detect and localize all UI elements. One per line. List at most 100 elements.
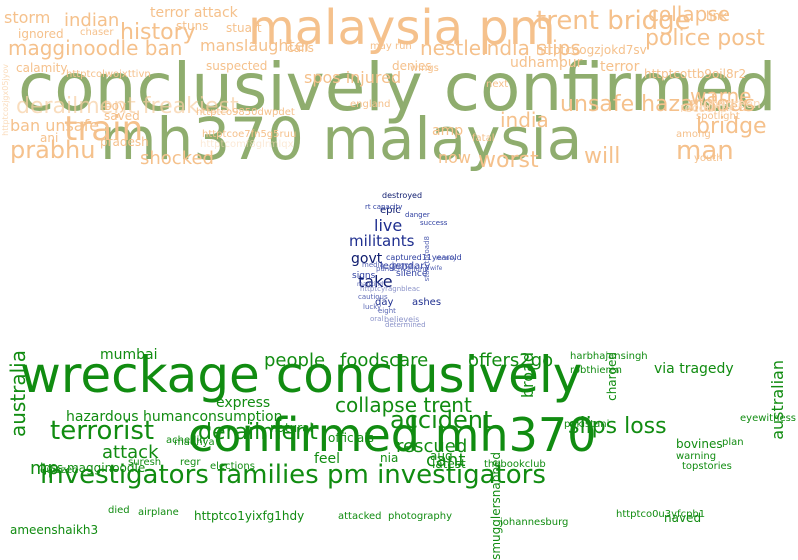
cloud-word: httptcomf8glrmlqx [200, 139, 294, 150]
cloud-word: httptco0u3yfcpb1 [616, 509, 706, 520]
cloud-word: malaysia pm [248, 0, 556, 56]
cloud-word: militants [349, 232, 415, 250]
cloud-word: ashes [412, 297, 442, 308]
cloud-word: storm [4, 8, 51, 27]
cloud-word: mumbai [100, 347, 158, 363]
cloud-word: media [362, 261, 384, 269]
cloud-word: bundled [690, 99, 747, 115]
cloud-word: regr [180, 457, 201, 468]
cloud-word: boy [104, 99, 127, 113]
cloud-word: httptcolwojxttivn [66, 69, 151, 80]
cloud-word: fatal [472, 133, 495, 144]
cloud-word: httptcoogzjokd7sv [536, 43, 647, 57]
cloud-word: httptco9850dwpdet [196, 107, 295, 118]
cloud-word: madhya [174, 437, 215, 448]
cloud-word: warne [690, 84, 752, 108]
cloud-word: pradesh [100, 135, 149, 149]
cloud-word: signs [352, 271, 376, 281]
cloud-word: worst [478, 148, 539, 173]
cloud-word: buses [392, 261, 413, 269]
cloud-word: died [108, 505, 130, 516]
cloud-word: suspected [206, 59, 268, 73]
cloud-word: india [500, 108, 549, 132]
cloud-word: quizzed [40, 465, 79, 476]
cloud-word: silence [396, 269, 428, 279]
cloud-word: slips loss [568, 414, 667, 439]
cloud-word: attack [102, 442, 159, 463]
cloud-word: believeis [384, 315, 420, 324]
cloud-word: ameenshaikh3 [10, 523, 99, 537]
cloud-word: attacked [338, 511, 382, 522]
cloud-word: naved [664, 511, 702, 525]
cloud-word: money [436, 255, 457, 262]
cloud-word: may run [370, 41, 412, 52]
cloud-word: investigators families pm investigators [40, 460, 546, 490]
cloud-word: hazardous humanconsumption [66, 409, 283, 425]
cloud-word: officials [328, 431, 374, 445]
cloud-word: terror [600, 59, 640, 75]
cloud-word: captured11yearold [386, 253, 462, 262]
cloud-word: terror attack [150, 5, 238, 21]
cloud-word: calamity [16, 61, 68, 75]
cloud-word: nestleindia slips [420, 36, 581, 60]
cloud-word: stuns [176, 19, 209, 33]
cloud-word: mp [30, 458, 59, 479]
cloud-word: prabhu [10, 136, 96, 164]
cloud-word: harbhajansingh [570, 351, 648, 362]
cloud-word: offers2go [468, 350, 554, 371]
cloud-word: httptcottb9oil8r2 [644, 67, 747, 81]
cloud-word: train [64, 109, 144, 149]
word-cloud-top: malaysia pm conclusively confirmed mh370 m… [0, 0, 798, 190]
cloud-word: england [350, 99, 391, 110]
cloud-word: mankind [357, 281, 384, 288]
cloud-word: people [264, 350, 326, 371]
cloud-word: httptcozjgx05jyov [1, 64, 10, 136]
cloud-word: httptcyragnbleac [360, 285, 420, 293]
cloud-word: spotlight [696, 111, 740, 122]
cloud-word: eyewitness [740, 413, 797, 424]
cloud-word: pandemonium [376, 265, 427, 273]
cloud-word: epic [380, 205, 401, 216]
cloud-word: httptco1yixfg1hdy [194, 509, 305, 523]
cloud-word: among [676, 129, 711, 140]
cloud-word: cant [426, 450, 466, 471]
cloud-word: lucky [363, 303, 382, 311]
cloud-word: wings [410, 63, 439, 74]
cloud-word: airplane [138, 507, 179, 518]
cloud-word: foodscare [340, 350, 429, 371]
cloud-word: live [374, 216, 403, 235]
cloud-word: oral [370, 315, 384, 323]
cloud-word: latest [432, 457, 466, 471]
cloud-word: calls [287, 41, 314, 55]
cloud-word: magginoodle ban [8, 36, 183, 60]
cloud-word: httptcoe7fn5g5ruu [202, 129, 297, 140]
cloud-word: legendary [380, 261, 431, 272]
cloud-word: natural [270, 421, 313, 435]
cloud-word: topstories [682, 461, 732, 472]
cloud-word: pakistani [564, 419, 610, 430]
cloud-word: recount [680, 101, 726, 115]
cloud-word: suresh [128, 457, 162, 468]
cloud-word: collapse [648, 2, 731, 26]
cloud-word: spos injured [304, 68, 402, 87]
cloud-word: rt capacity [365, 203, 403, 211]
cloud-word: australian [768, 360, 787, 440]
cloud-word: shocked [140, 148, 214, 169]
cloud-word: will [584, 144, 621, 169]
cloud-word: chaser [80, 27, 114, 38]
cloud-word: plan [722, 437, 744, 448]
cloud-word: ban unsafe [10, 116, 100, 135]
cloud-word: success [420, 219, 448, 227]
cloud-word: unsafe hazardous [560, 92, 756, 117]
cloud-word: nia [380, 451, 399, 465]
cloud-word: accident [390, 406, 493, 434]
cloud-word: danger [405, 211, 430, 219]
cloud-word: rescued [396, 436, 468, 457]
cloud-word: manslaughter [200, 36, 312, 55]
cloud-word: police post [645, 26, 765, 51]
cloud-word: elections [210, 461, 255, 472]
cloud-word: aug [430, 449, 453, 463]
cloud-word: amp [432, 123, 464, 139]
cloud-word: next [486, 79, 509, 90]
cloud-word: govt [351, 251, 383, 267]
